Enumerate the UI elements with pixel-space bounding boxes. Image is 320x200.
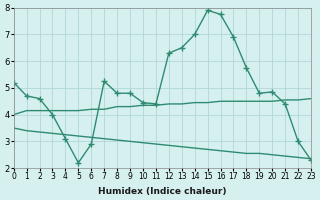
X-axis label: Humidex (Indice chaleur): Humidex (Indice chaleur) [98,187,227,196]
